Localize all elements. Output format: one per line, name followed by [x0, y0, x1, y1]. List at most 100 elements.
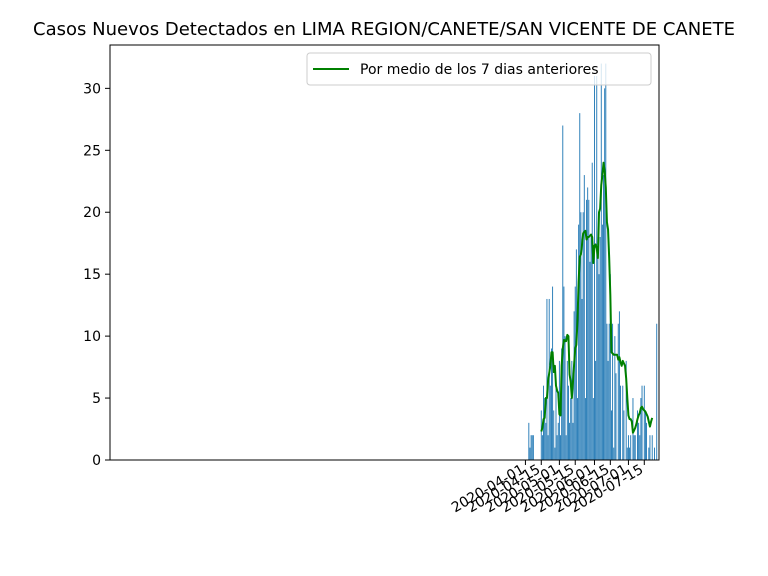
legend-label: Por medio de los 7 dias anteriores: [360, 62, 599, 78]
bar: [582, 212, 584, 460]
bar: [630, 435, 632, 460]
bar: [540, 410, 542, 460]
bar: [575, 249, 577, 460]
bar: [623, 410, 625, 460]
bar: [547, 435, 549, 460]
bar: [626, 447, 628, 460]
bar: [627, 435, 629, 460]
bar: [566, 360, 568, 460]
bar: [531, 435, 533, 460]
bar: [629, 447, 631, 460]
y-tick-label: 0: [92, 453, 101, 469]
bar: [579, 113, 581, 460]
moving-average-line: [540, 161, 654, 434]
bar: [613, 447, 615, 460]
bar: [589, 261, 591, 460]
bar-series: [528, 63, 658, 461]
bar: [634, 435, 636, 460]
bar: [572, 422, 574, 460]
y-axis: 0 5 10 15 20 25 30: [83, 81, 110, 469]
bar: [606, 323, 608, 460]
y-tick-label: 10: [83, 329, 101, 345]
x-axis: 2020-04-012020-04-152020-05-012020-05-15…: [449, 460, 646, 516]
bar: [591, 162, 593, 460]
y-tick-label: 25: [83, 143, 101, 159]
bar: [541, 435, 543, 460]
bar: [609, 274, 611, 460]
bar: [588, 199, 590, 460]
bar: [605, 63, 607, 460]
bar: [607, 360, 609, 460]
bar: [618, 311, 620, 460]
bar: [573, 311, 575, 460]
bar: [552, 286, 554, 460]
bar: [571, 360, 573, 460]
bar: [620, 385, 621, 460]
bar: [578, 224, 580, 460]
chart-title: Casos Nuevos Detectados en LIMA REGION/C…: [33, 19, 735, 40]
bar: [562, 125, 564, 461]
bar: [600, 63, 602, 460]
plot-area-frame: [109, 44, 660, 461]
y-tick-label: 30: [83, 81, 101, 97]
bar: [633, 435, 635, 460]
bar: [556, 435, 558, 460]
bar: [546, 298, 548, 460]
bar: [584, 398, 586, 460]
bar: [597, 237, 599, 460]
bar: [587, 187, 589, 460]
bar: [577, 398, 578, 460]
y-tick-label: 20: [83, 205, 101, 221]
bar: [651, 435, 653, 460]
bar: [654, 447, 655, 460]
bar: [592, 398, 594, 460]
bar: [574, 286, 576, 460]
bar: [528, 422, 530, 460]
y-tick-label: 15: [83, 267, 101, 283]
bar: [640, 398, 642, 460]
bar: [544, 398, 546, 460]
bar: [553, 410, 555, 460]
bar: [530, 435, 532, 460]
bar: [601, 224, 603, 460]
bar: [617, 323, 619, 460]
bar: [615, 373, 617, 460]
bar: [608, 323, 610, 460]
moving-average-series: [540, 161, 654, 434]
bar: [646, 422, 648, 460]
bar: [611, 410, 612, 460]
y-tick-label: 5: [92, 391, 101, 407]
bar: [648, 447, 650, 460]
bar: [551, 348, 552, 460]
legend-box: [306, 52, 652, 86]
bar: [622, 385, 624, 460]
bar: [545, 422, 547, 460]
bar: [532, 435, 534, 460]
bar: [554, 447, 556, 460]
bar: [549, 385, 551, 460]
bar: [567, 385, 569, 460]
bar: [581, 298, 583, 460]
bar: [586, 199, 588, 460]
bar: [590, 237, 592, 460]
bar: [639, 435, 641, 460]
bar: [598, 274, 600, 460]
bar: [641, 385, 643, 460]
bar: [580, 212, 582, 460]
bar: [643, 385, 645, 460]
bar: [564, 336, 566, 460]
bar: [563, 286, 565, 460]
bar: [604, 88, 606, 461]
bar: [638, 422, 640, 460]
bar: [565, 435, 567, 460]
bar: [656, 323, 658, 460]
bar: [529, 447, 531, 460]
bar: [583, 175, 585, 460]
bar: [637, 410, 638, 460]
bar: [596, 75, 598, 460]
bar: [649, 435, 651, 460]
bar: [557, 422, 559, 460]
bar: [603, 175, 604, 460]
bar: [594, 75, 595, 460]
